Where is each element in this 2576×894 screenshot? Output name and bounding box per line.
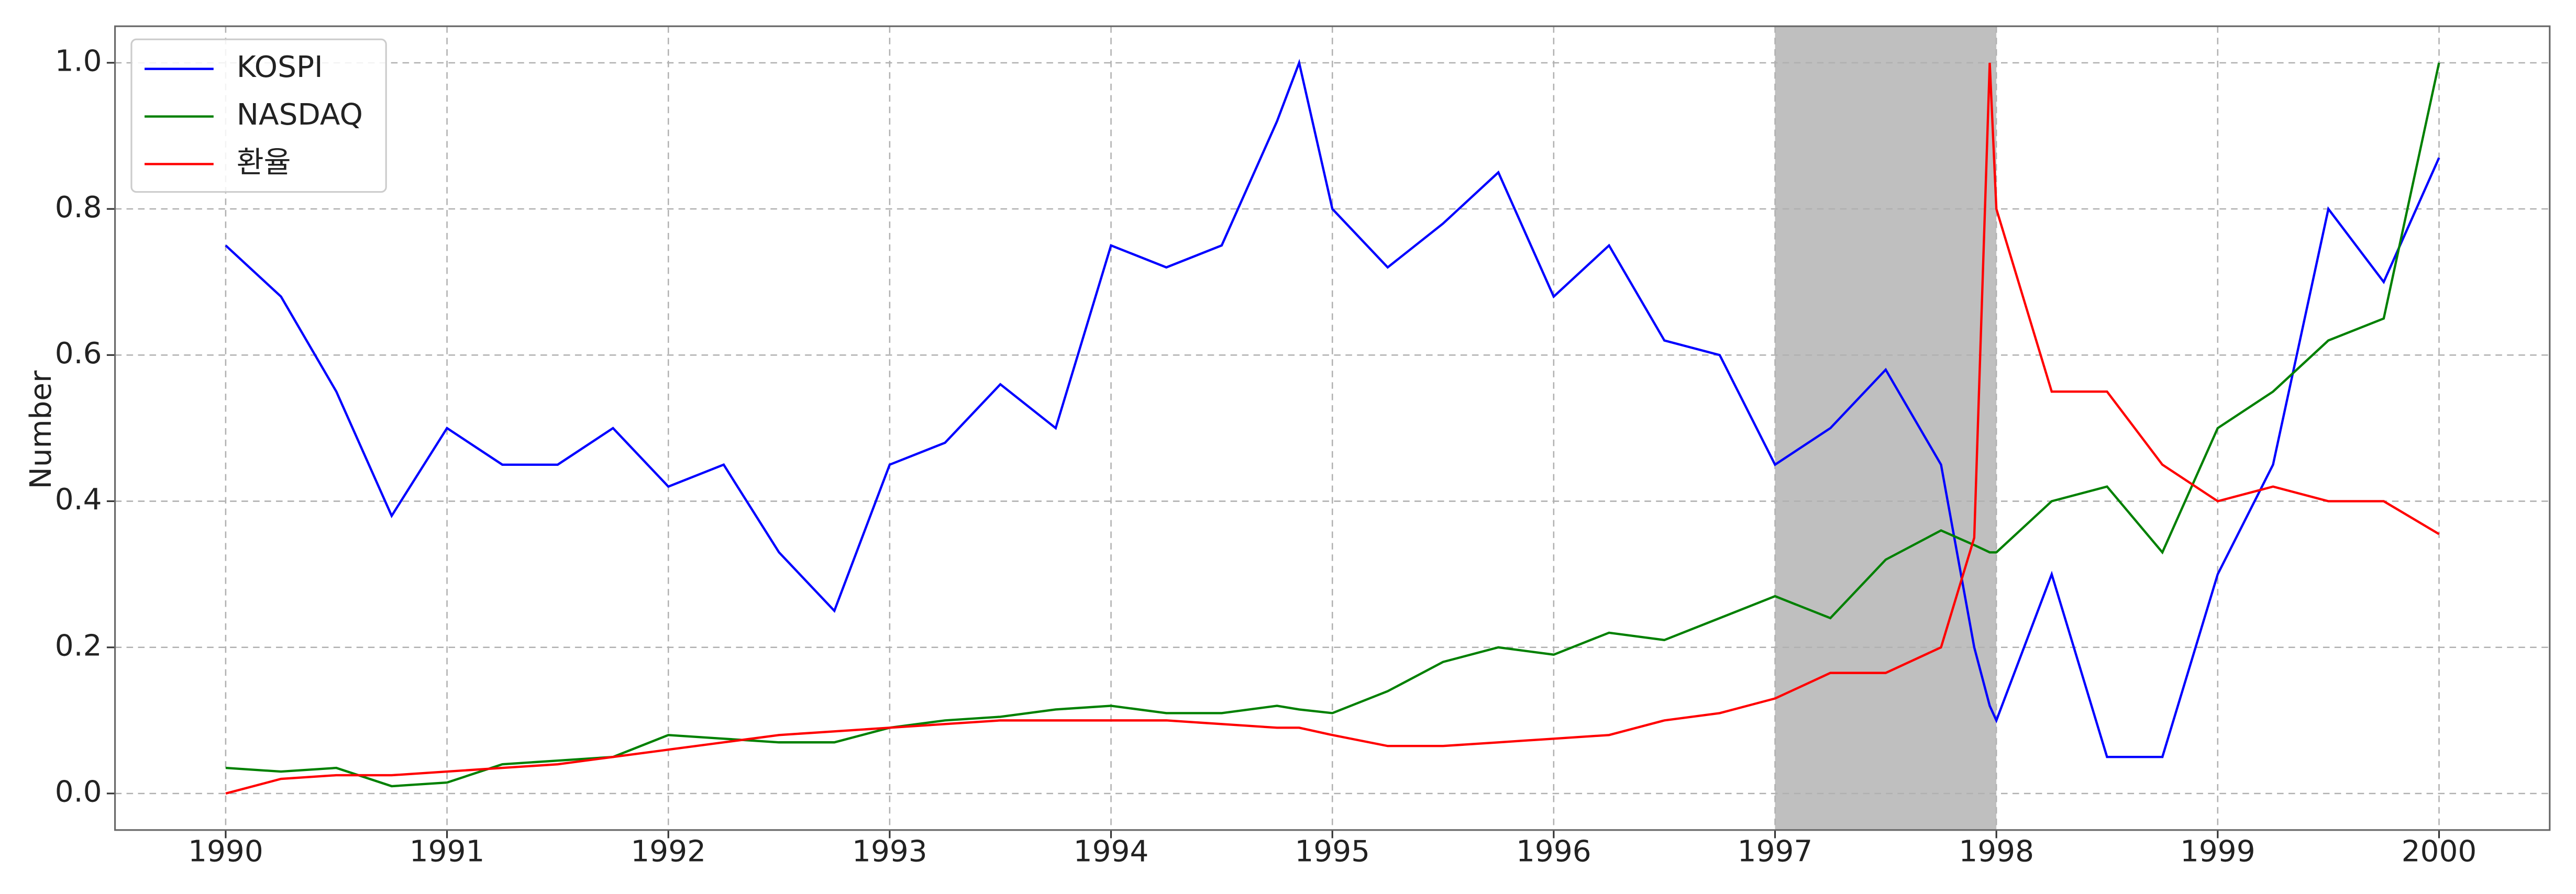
x-tick-label: 1996 (1516, 834, 1591, 868)
x-tick-label: 1998 (1959, 834, 2034, 868)
x-tick-label: 2000 (2402, 834, 2477, 868)
x-tick-label: 1999 (2180, 834, 2256, 868)
legend-label: NASDAQ (237, 98, 363, 132)
legend-box (130, 38, 387, 193)
x-tick-label: 1991 (410, 834, 485, 868)
y-tick-label: 1.0 (55, 44, 102, 79)
legend-label: 환율 (237, 146, 291, 180)
x-tick-label: 1990 (188, 834, 263, 868)
y-tick-label: 0.6 (55, 337, 102, 371)
x-tick-label: 1995 (1295, 834, 1370, 868)
y-tick-label: 0.0 (55, 775, 102, 809)
data-line (225, 59, 2440, 758)
legend-label: KOSPI (237, 50, 323, 84)
y-tick-label: 0.2 (55, 629, 102, 663)
x-tick-label: 1997 (1738, 834, 1813, 868)
plot-frame (114, 25, 2551, 831)
y-tick-label: 0.8 (55, 191, 102, 225)
shaded-span (1775, 26, 1997, 830)
x-tick-label: 1993 (852, 834, 927, 868)
y-axis-label: Number (24, 370, 58, 489)
data-line (225, 62, 2440, 788)
data-line (225, 62, 2440, 795)
x-tick-label: 1992 (631, 834, 706, 868)
y-tick-label: 0.4 (55, 483, 102, 517)
x-tick-label: 1994 (1074, 834, 1149, 868)
